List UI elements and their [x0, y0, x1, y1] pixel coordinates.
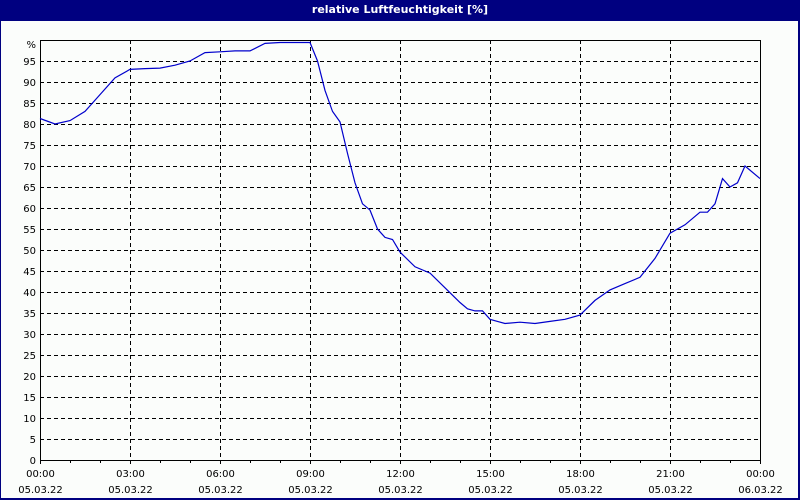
x-tick-time: 00:00: [746, 469, 775, 480]
y-tick-label: 25: [23, 351, 36, 362]
y-tick-label: 40: [23, 288, 36, 299]
y-tick-label: 10: [23, 414, 36, 425]
y-unit-label: %: [26, 40, 36, 51]
y-tick-label: 80: [23, 120, 36, 131]
humidity-line: [39, 41, 761, 325]
y-tick-label: 5: [30, 435, 36, 446]
y-tick-label: 20: [23, 372, 36, 383]
x-tick-time: 00:00: [26, 469, 55, 480]
x-tick-time: 18:00: [566, 469, 595, 480]
x-tick-time: 15:00: [476, 469, 505, 480]
y-tick-label: 85: [23, 99, 36, 110]
y-tick-label: 15: [23, 393, 36, 404]
x-tick-date: 06.03.22: [738, 485, 783, 496]
y-tick-label: 65: [23, 183, 36, 194]
y-tick-label: 35: [23, 309, 36, 320]
x-tick-time: 03:00: [116, 469, 145, 480]
x-tick-date: 05.03.22: [108, 485, 153, 496]
x-tick-time: 06:00: [206, 469, 235, 480]
y-tick-label: 90: [23, 78, 36, 89]
y-tick-label: 95: [23, 57, 36, 68]
y-tick-label: 50: [23, 246, 36, 257]
y-tick-label: 75: [23, 141, 36, 152]
x-tick-time: 12:00: [386, 469, 415, 480]
y-tick-label: 55: [23, 225, 36, 236]
x-tick-date: 05.03.22: [198, 485, 243, 496]
y-tick-label: 0: [30, 456, 36, 467]
y-tick-label: 70: [23, 162, 36, 173]
plot-frame: [40, 40, 761, 461]
x-tick-date: 05.03.22: [288, 485, 333, 496]
x-tick-date: 05.03.22: [648, 485, 693, 496]
y-tick-label: 45: [23, 267, 36, 278]
x-tick-time: 09:00: [296, 469, 325, 480]
x-tick-date: 05.03.22: [378, 485, 423, 496]
chart-title: relative Luftfeuchtigkeit [%]: [311, 3, 489, 16]
y-tick-label: 60: [23, 204, 36, 215]
x-tick-date: 05.03.22: [558, 485, 603, 496]
x-tick-date: 05.03.22: [468, 485, 513, 496]
x-tick-date: 05.03.22: [18, 485, 63, 496]
y-tick-label: 30: [23, 330, 36, 341]
x-tick-time: 21:00: [656, 469, 685, 480]
